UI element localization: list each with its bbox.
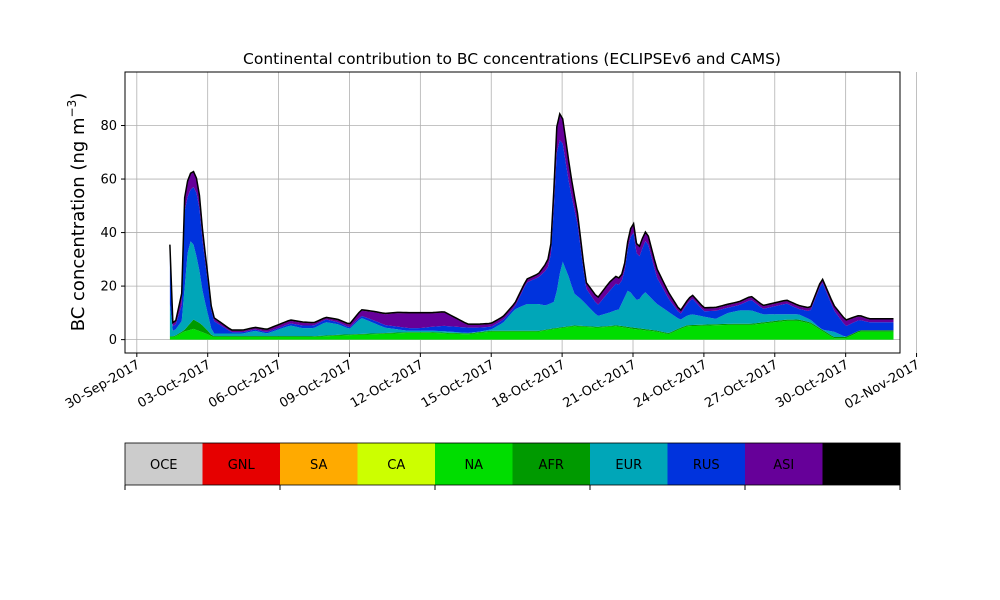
- x-tick-label: 12-Oct-2017: [348, 357, 426, 411]
- legend-label-rus: RUS: [693, 458, 720, 473]
- y-tick-label: 20: [100, 280, 117, 295]
- legend-swatch-rus: [667, 443, 746, 485]
- area-rus: [169, 140, 894, 337]
- x-tick-label: 21-Oct-2017: [561, 357, 639, 411]
- x-tick-label: 30-Oct-2017: [773, 357, 851, 411]
- legend-swatch-ca: [357, 443, 436, 485]
- legend-label-afr: AFR: [539, 458, 564, 473]
- legend-frame: [124, 442, 901, 486]
- y-tick-label: 0: [109, 333, 117, 348]
- legend-swatch-na: [435, 443, 513, 485]
- legend-label-eur: EUR: [615, 458, 642, 473]
- legend-swatch-aus: [822, 443, 901, 485]
- legend-label-sa: SA: [310, 458, 327, 473]
- legend-swatch-eur: [590, 443, 668, 485]
- legend-label-aus: AUS: [848, 458, 875, 473]
- legend-swatch-asi: [745, 443, 823, 485]
- legend-swatch-afr: [512, 443, 591, 485]
- total-outline: [169, 111, 894, 331]
- area-na: [169, 320, 894, 340]
- legend-label-ca: CA: [387, 458, 405, 473]
- x-tick-label: 18-Oct-2017: [490, 357, 568, 411]
- x-tick-label: 15-Oct-2017: [419, 357, 497, 411]
- chart-title: Continental contribution to BC concentra…: [243, 50, 781, 68]
- legend-swatch-gnl: [202, 443, 281, 485]
- y-tick-label: 60: [100, 173, 117, 188]
- x-tick-label: 03-Oct-2017: [135, 357, 213, 411]
- legend-colorbar: OCE GNL SA CA NA AFR EUR RUS ASI AUS: [124, 442, 901, 490]
- x-tick-label: 30-Sep-2017: [63, 357, 143, 412]
- legend-swatch-oce: [125, 443, 203, 485]
- legend-label-oce: OCE: [150, 458, 178, 473]
- x-tick-label: 24-Oct-2017: [631, 357, 709, 411]
- area-afr: [169, 319, 894, 339]
- x-tick-label: 09-Oct-2017: [277, 357, 355, 411]
- y-axis-label: BC concentration (ng m−3): [65, 93, 89, 332]
- x-tick-label: 06-Oct-2017: [206, 357, 284, 411]
- legend-label-asi: ASI: [773, 458, 794, 473]
- x-tick-label: 02-Nov-2017: [842, 357, 922, 412]
- legend-swatch-sa: [280, 443, 358, 485]
- legend-label-gnl: GNL: [228, 458, 256, 473]
- area-eur: [169, 241, 894, 337]
- y-tick-label: 40: [100, 226, 117, 241]
- stacked-areas: [169, 111, 894, 340]
- plot-frame: [124, 71, 901, 354]
- legend-label-na: NA: [464, 458, 483, 473]
- x-tick-label: 27-Oct-2017: [702, 357, 780, 411]
- y-tick-label: 80: [100, 119, 117, 134]
